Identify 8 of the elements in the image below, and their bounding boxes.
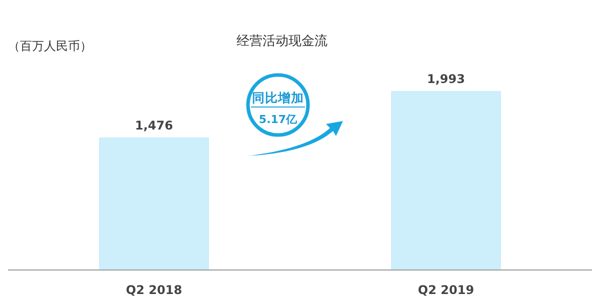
annotation: 5.17亿 (258, 113, 298, 126)
data-label: 1,476 (135, 118, 173, 132)
chart-title: 经营活动现金流 (236, 33, 328, 49)
annotation: 同比增加 (252, 90, 304, 105)
x-tick-label: Q2 2018 (126, 283, 182, 297)
x-tick-label: Q2 2019 (418, 283, 474, 297)
data-label: 1,993 (427, 72, 465, 86)
y-axis-title: （百万人民币） (8, 39, 92, 53)
